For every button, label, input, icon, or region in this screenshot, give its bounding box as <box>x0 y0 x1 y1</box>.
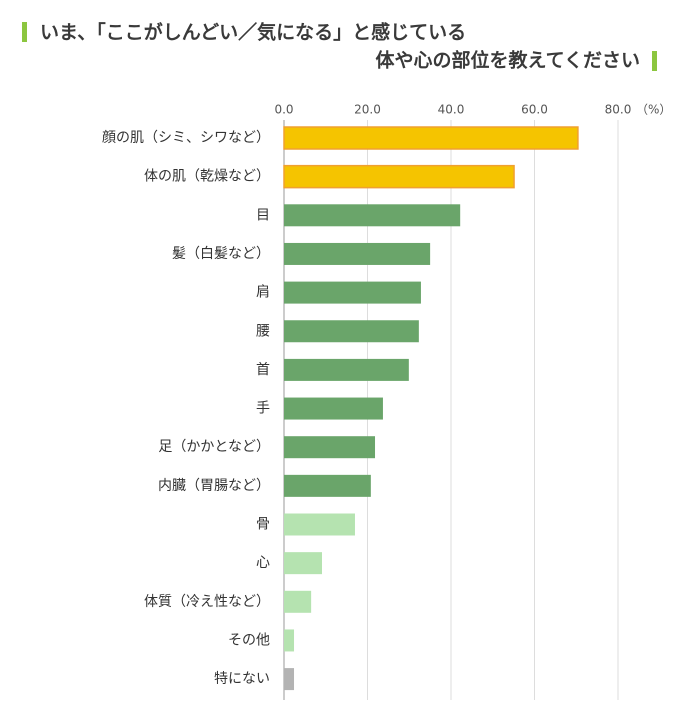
x-tick-label: 0.0 <box>274 103 293 117</box>
chart-title: 体や心の部位を教えてください <box>376 49 640 72</box>
bar <box>284 474 371 497</box>
category-label: 髪（白髪など） <box>172 246 270 262</box>
category-label: 肩 <box>256 285 270 301</box>
bar <box>284 358 409 381</box>
category-label: 首 <box>256 362 270 378</box>
title-accent <box>22 22 27 42</box>
category-label: 体質（冷え性など） <box>144 594 270 610</box>
bar <box>284 436 376 459</box>
bar <box>283 164 515 189</box>
bar <box>284 242 431 265</box>
category-label: 心 <box>256 555 270 571</box>
category-label: 腰 <box>256 323 270 339</box>
bar <box>284 629 295 652</box>
x-tick-label: 80.0 <box>605 103 632 117</box>
category-label: 足（かかとなど） <box>158 439 270 455</box>
category-label: 骨 <box>256 517 270 533</box>
category-label: その他 <box>228 632 270 648</box>
x-tick-label: 20.0 <box>354 103 381 117</box>
category-label: 目 <box>256 207 270 223</box>
x-tick-label: 40.0 <box>438 103 465 117</box>
bar <box>284 513 355 536</box>
title-accent <box>652 51 657 71</box>
bar <box>284 668 295 691</box>
bar <box>283 126 579 150</box>
category-label: 内臓（胃腸など） <box>158 478 270 494</box>
bar <box>284 590 312 613</box>
category-label: 体の肌（乾燥など） <box>144 169 270 185</box>
bar <box>284 281 421 304</box>
bar <box>284 397 383 420</box>
category-label: 手 <box>256 401 270 417</box>
bar <box>284 320 419 343</box>
x-tick-label: 60.0 <box>521 103 548 117</box>
category-label: 特にない <box>214 671 270 687</box>
bar <box>284 204 461 227</box>
category-label: 顔の肌（シミ、シワなど） <box>102 130 270 146</box>
chart-title: いま、「ここがしんどい／気になる」と感じている <box>40 21 466 44</box>
unit-label: （%） <box>636 103 671 117</box>
bar <box>284 552 322 575</box>
